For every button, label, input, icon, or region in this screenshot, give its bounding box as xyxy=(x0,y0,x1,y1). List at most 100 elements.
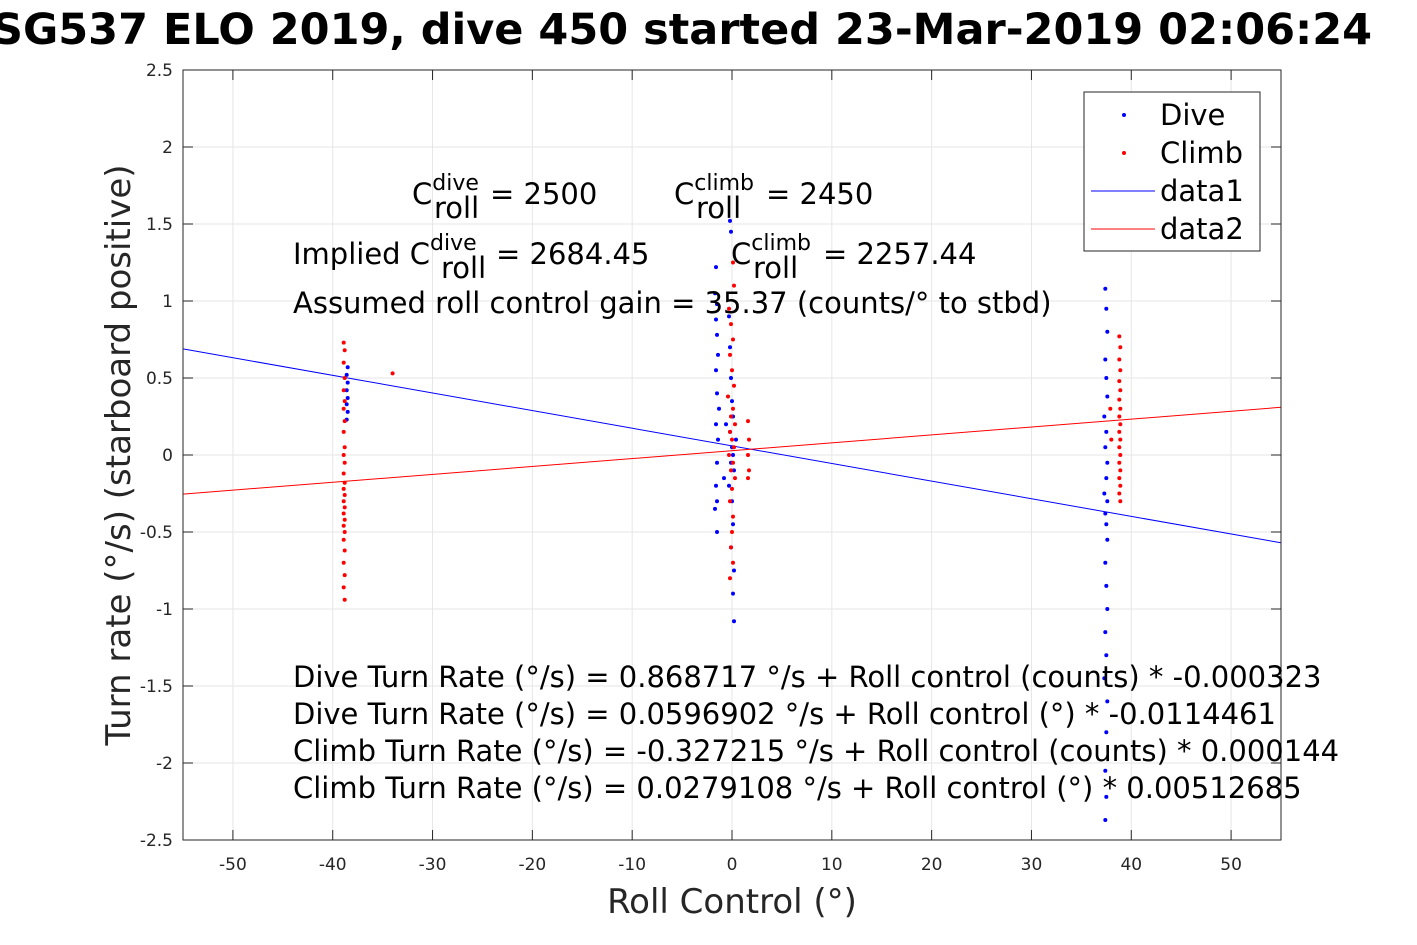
point-climb xyxy=(342,493,347,497)
annotation-implied-dive-value: = 2684.45 xyxy=(496,237,649,271)
point-dive xyxy=(715,499,719,504)
point-climb xyxy=(1108,406,1113,411)
point-climb xyxy=(342,419,347,424)
point-climb xyxy=(732,383,736,388)
point-dive xyxy=(728,345,732,350)
point-climb xyxy=(731,560,735,565)
y-tick-label: 2 xyxy=(162,138,173,158)
point-climb xyxy=(729,545,733,550)
annotation-implied-climb-symbol: C xyxy=(731,237,751,271)
legend-label-climb: Climb xyxy=(1160,136,1243,170)
point-climb xyxy=(731,260,735,265)
point-climb xyxy=(727,306,731,311)
x-tick-label: 30 xyxy=(1021,855,1043,875)
point-climb xyxy=(342,460,347,465)
annotation-implied-climb-sub: roll xyxy=(753,251,798,285)
point-climb xyxy=(341,388,346,393)
annotation-c-climb: Cclimb xyxy=(674,171,754,211)
point-dive xyxy=(713,506,717,511)
point-dive xyxy=(345,380,350,385)
x-axis-ticks: -50 -40 -30 -20 -10 0 10 20 30 40 50 xyxy=(219,70,1242,875)
point-climb xyxy=(731,460,735,465)
x-tick-label: -10 xyxy=(618,855,646,875)
point-climb xyxy=(1118,345,1123,350)
point-climb xyxy=(728,429,732,434)
point-dive xyxy=(716,437,720,442)
point-dive xyxy=(729,229,733,234)
point-climb xyxy=(1118,437,1123,442)
point-dive xyxy=(715,460,719,465)
point-climb xyxy=(726,394,730,399)
point-climb xyxy=(1117,379,1122,384)
point-climb xyxy=(342,445,347,450)
point-dive xyxy=(731,591,735,596)
point-climb xyxy=(341,471,346,476)
point-dive xyxy=(714,422,718,427)
point-climb xyxy=(730,530,734,534)
legend-marker-climb xyxy=(1122,151,1126,155)
point-climb xyxy=(727,453,731,457)
point-dive xyxy=(715,332,719,337)
point-dive xyxy=(1102,676,1107,681)
point-climb xyxy=(342,505,347,510)
legend-marker-dive xyxy=(1122,113,1126,117)
point-dive xyxy=(1103,768,1108,773)
point-climb xyxy=(1117,334,1122,339)
annotation-equation-climb-degrees: Climb Turn Rate (°/s) = 0.0279108 °/s + … xyxy=(293,771,1302,805)
annotation-implied-climb-value: = 2257.44 xyxy=(823,237,976,271)
point-dive xyxy=(1103,560,1108,565)
point-climb xyxy=(730,368,734,373)
point-dive xyxy=(727,314,731,319)
point-dive xyxy=(717,406,721,411)
point-climb xyxy=(1118,368,1123,373)
point-dive xyxy=(713,291,717,296)
annotation-c-climb-value: = 2450 xyxy=(766,177,873,211)
point-dive xyxy=(1103,286,1108,291)
point-climb xyxy=(1117,397,1122,402)
point-climb xyxy=(342,548,347,553)
y-axis-label: Turn rate (°/s) (starboard positive) xyxy=(99,164,139,746)
point-climb xyxy=(729,468,733,473)
annotation-c-dive-value: = 2500 xyxy=(490,177,597,211)
x-tick-label: 0 xyxy=(727,855,738,875)
annotation-c-dive: Cdive xyxy=(412,171,479,211)
point-dive xyxy=(1105,460,1110,465)
point-climb xyxy=(730,486,734,491)
point-climb xyxy=(1118,483,1123,488)
point-climb xyxy=(732,445,736,450)
fit-line-data2 xyxy=(182,406,1282,495)
point-climb xyxy=(728,352,732,357)
point-climb xyxy=(730,437,734,442)
point-dive xyxy=(344,388,349,393)
point-climb xyxy=(1117,491,1122,496)
x-tick-label: 10 xyxy=(821,855,843,875)
point-dive xyxy=(732,619,736,624)
x-tick-label: -50 xyxy=(219,855,247,875)
legend-label-data2: data2 xyxy=(1160,212,1244,246)
point-dive xyxy=(1103,445,1108,450)
point-dive xyxy=(1105,607,1110,611)
point-climb xyxy=(728,576,732,581)
point-climb xyxy=(341,406,346,411)
annotation-c-climb-sup: climb xyxy=(694,171,754,196)
annotation-c-dive-symbol: C xyxy=(412,177,432,211)
point-climb xyxy=(341,523,346,528)
point-dive xyxy=(1104,522,1109,527)
point-climb xyxy=(341,537,346,542)
point-climb xyxy=(746,476,750,481)
point-dive xyxy=(715,391,719,396)
point-dive xyxy=(724,422,728,427)
annotation-implied-prefix: Implied C xyxy=(293,237,430,271)
point-dive xyxy=(732,468,736,473)
x-tick-label: -20 xyxy=(518,855,546,875)
annotation-c-dive-sub: roll xyxy=(434,191,479,225)
annotation-c-roll-values: Cdive roll = 2500 Cclimb roll = 2450 xyxy=(412,171,873,225)
point-climb xyxy=(341,360,346,365)
point-climb xyxy=(729,414,733,419)
point-dive xyxy=(1105,537,1110,542)
y-tick-label: -2 xyxy=(156,754,173,774)
legend: Dive Climb data1 data2 xyxy=(1083,91,1261,252)
point-dive xyxy=(344,402,349,407)
annotation-implied-climb: Cclimb xyxy=(731,231,811,271)
